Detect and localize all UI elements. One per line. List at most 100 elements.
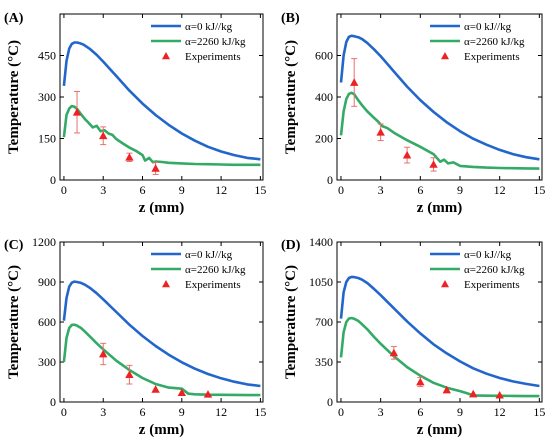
experiment-point [151,164,160,172]
x-tick-label: 3 [378,183,384,197]
y-axis-title: Temperature (°C) [6,265,22,379]
panel-label: (B) [281,11,300,26]
chart-panel-3: (C) 0 3 6 9 12 15 0 300 600 900 1200 z (mm) Temperatu… [4,235,266,438]
legend-label: α=2260 kJ/kg [464,36,525,48]
x-tick-label: 6 [140,183,146,197]
y-tick-label: 0 [327,173,333,187]
series-line-alpha-0 [339,275,540,388]
x-tick-label: 6 [417,183,423,197]
x-tick-label: 9 [457,183,463,197]
experiment-point [416,377,425,386]
legend-label: α=0 kJ//kg [185,21,233,33]
experiment-point [495,390,504,399]
legend-label: Experiments [464,51,520,63]
series-line-alpha-2260 [339,91,540,170]
x-tick-label: 15 [533,405,545,419]
y-tick-label: 150 [38,132,56,146]
experiment-point [376,128,385,136]
x-tick-label: 6 [417,405,423,419]
legend: α=0 kJ//kg α=2260 kJ/kg Experiments [430,21,525,63]
x-axis-title: z (mm) [417,200,462,216]
legend-label: α=2260 kJ/kg [464,264,525,276]
y-tick-label: 600 [315,49,333,63]
x-tick-label: 0 [338,183,344,197]
experiment-point [99,131,108,140]
experiment-point [389,348,399,357]
y-tick-label: 450 [38,49,56,63]
panel-label: (D) [281,238,301,253]
legend: α=0 kJ//kg α=2260 kJ/kg Experiments [151,249,246,291]
experiment-point [151,385,160,393]
legend-label: α=0 kJ//kg [464,21,512,33]
legend-label: α=0 kJ//kg [464,249,512,261]
panel-label: (A) [4,11,24,26]
panel-label: (C) [4,238,24,253]
x-tick-label: 6 [140,405,146,419]
legend-label: Experiments [185,51,241,63]
experiment-point [402,150,412,159]
y-tick-label: 300 [38,90,56,104]
x-tick-label: 3 [100,405,106,419]
experiment-point [72,108,82,116]
legend-label: Experiments [185,279,241,291]
x-tick-label: 3 [378,405,384,419]
legend-swatch-triangle [162,280,170,288]
y-tick-label: 1200 [32,235,56,249]
experiment-point [125,370,134,379]
chart-panel-2: (B) 0 3 6 9 12 15 0 200 400 600 z (mm) Temperature (… [281,11,545,216]
chart-panel-4: (D) 0 3 6 9 12 15 0 350 700 1050 1400 z (mm) Temperat… [281,235,545,438]
x-axis-title: z (mm) [139,422,184,438]
x-tick-label: 0 [61,405,67,419]
legend: α=0 kJ//kg α=2260 kJ/kg Experiments [430,249,525,291]
experiment-point [469,389,478,398]
y-tick-label: 700 [315,315,333,329]
y-tick-label: 0 [327,395,333,409]
series-line-alpha-0 [339,34,540,161]
legend-label: α=2260 kJ/kg [185,36,246,48]
experiment-point [99,349,108,358]
x-tick-label: 15 [533,183,545,197]
y-tick-label: 200 [315,132,333,146]
legend-label: α=0 kJ//kg [185,249,233,261]
x-tick-label: 15 [254,183,266,197]
series-line-alpha-0 [62,41,261,161]
legend-label: α=2260 kJ/kg [185,264,246,276]
experiment-point [429,160,438,168]
legend-label: Experiments [464,279,520,291]
y-tick-label: 400 [315,90,333,104]
y-axis-title: Temperature (°C) [283,265,299,379]
series-line-alpha-2260 [62,323,261,397]
y-tick-label: 0 [50,173,56,187]
series-line-alpha-2260 [339,316,540,398]
series-line-alpha-2260 [62,104,261,167]
legend: α=0 kJ//kg α=2260 kJ/kg Experiments [151,21,246,63]
experiment-point [442,385,451,394]
y-tick-label: 1050 [309,275,333,289]
x-tick-label: 3 [100,183,106,197]
y-tick-label: 600 [38,315,56,329]
legend-swatch-triangle [441,52,449,60]
y-axis-title: Temperature (°C) [283,40,299,154]
x-tick-label: 0 [338,405,344,419]
x-axis-title: z (mm) [139,200,184,216]
y-tick-label: 900 [38,275,56,289]
y-tick-label: 300 [38,355,56,369]
x-tick-label: 0 [61,183,67,197]
x-tick-label: 15 [254,405,266,419]
x-axis-title: z (mm) [417,422,462,438]
x-tick-label: 9 [179,183,185,197]
experiment-point [177,388,186,397]
experiment-point [203,390,213,398]
y-axis-title: Temperature (°C) [6,40,22,154]
x-tick-label: 12 [215,405,227,419]
x-tick-label: 12 [494,405,506,419]
y-tick-label: 0 [50,395,56,409]
x-tick-label: 9 [457,405,463,419]
y-tick-label: 350 [315,355,333,369]
x-tick-label: 12 [215,183,227,197]
experiment-point [125,153,134,161]
x-tick-label: 9 [179,405,185,419]
series-line-alpha-0 [62,280,261,388]
